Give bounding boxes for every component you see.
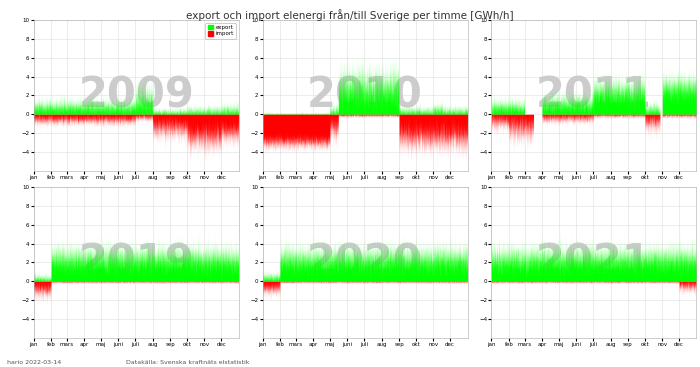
Text: 2010: 2010 <box>307 75 423 116</box>
Text: 2011: 2011 <box>536 75 652 116</box>
Text: Datakälla: Svenska kraftnäts elstatistik: Datakälla: Svenska kraftnäts elstatistik <box>126 360 249 365</box>
Text: 2009: 2009 <box>78 75 194 116</box>
Text: 2019: 2019 <box>78 241 194 283</box>
Text: export och import elenergi från/till Sverige per timme [GWh/h]: export och import elenergi från/till Sve… <box>186 9 514 21</box>
Text: hario 2022-03-14: hario 2022-03-14 <box>7 360 62 365</box>
Legend: export, import: export, import <box>206 23 236 39</box>
Text: 2021: 2021 <box>536 241 652 283</box>
Text: 2020: 2020 <box>307 241 423 283</box>
